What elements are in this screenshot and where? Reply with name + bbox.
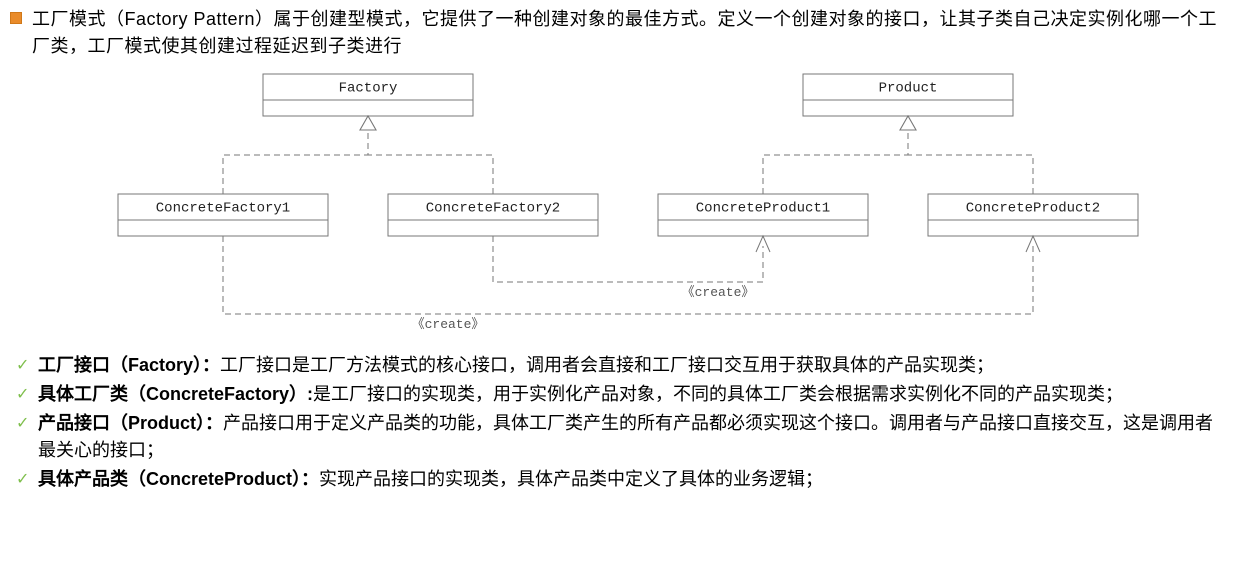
generalization-arrow-icon bbox=[900, 116, 916, 130]
create-label: 《create》 bbox=[411, 317, 484, 332]
intro-row: 工厂模式（Factory Pattern）属于创建型模式，它提供了一种创建对象的… bbox=[10, 6, 1225, 60]
generalization-edge bbox=[763, 130, 908, 194]
uml-class-label: Product bbox=[878, 81, 937, 97]
create-edge bbox=[493, 236, 763, 282]
description-item: ✓ 产品接口（Product）：产品接口用于定义产品类的功能，具体工厂类产生的所有… bbox=[10, 410, 1225, 464]
check-icon: ✓ bbox=[16, 412, 30, 436]
intro-text: 工厂模式（Factory Pattern）属于创建型模式，它提供了一种创建对象的… bbox=[32, 6, 1225, 60]
generalization-edge bbox=[368, 130, 493, 194]
description-term: 工厂接口（Factory）： bbox=[38, 355, 220, 375]
check-icon: ✓ bbox=[16, 354, 30, 378]
create-label: 《create》 bbox=[681, 285, 754, 300]
description-body: 具体工厂类（ConcreteFactory）:是工厂接口的实现类，用于实例化产品… bbox=[38, 381, 1225, 408]
check-icon: ✓ bbox=[16, 468, 30, 492]
description-text: 是工厂接口的实现类，用于实例化产品对象，不同的具体工厂类会根据需求实例化不同的产… bbox=[313, 384, 1123, 404]
create-arrow-icon bbox=[756, 236, 770, 252]
generalization-edge bbox=[223, 130, 368, 194]
create-edge bbox=[223, 236, 1033, 314]
square-bullet-icon bbox=[10, 12, 22, 24]
description-text: 工厂接口是工厂方法模式的核心接口，调用者会直接和工厂接口交互用于获取具体的产品实… bbox=[220, 355, 994, 375]
description-term: 具体产品类（ConcreteProduct）： bbox=[38, 469, 319, 489]
description-term: 具体工厂类（ConcreteFactory）: bbox=[38, 384, 313, 404]
description-term: 产品接口（Product）： bbox=[38, 413, 223, 433]
description-text: 实现产品接口的实现类，具体产品类中定义了具体的业务逻辑； bbox=[319, 469, 823, 489]
description-list: ✓ 工厂接口（Factory）：工厂接口是工厂方法模式的核心接口，调用者会直接和工… bbox=[10, 352, 1225, 493]
check-icon: ✓ bbox=[16, 383, 30, 407]
uml-svg: Factory Product ConcreteFactory1 ConcreteFa… bbox=[58, 64, 1178, 344]
description-item: ✓ 具体产品类（ConcreteProduct）：实现产品接口的实现类，具体产品类… bbox=[10, 466, 1225, 493]
generalization-arrow-icon bbox=[360, 116, 376, 130]
generalization-edge bbox=[908, 130, 1033, 194]
uml-class-label: ConcreteProduct1 bbox=[695, 201, 829, 217]
description-body: 工厂接口（Factory）：工厂接口是工厂方法模式的核心接口，调用者会直接和工厂… bbox=[38, 352, 1225, 379]
description-item: ✓ 具体工厂类（ConcreteFactory）:是工厂接口的实现类，用于实例化产… bbox=[10, 381, 1225, 408]
uml-diagram: Factory Product ConcreteFactory1 ConcreteFa… bbox=[10, 64, 1225, 344]
uml-class-label: ConcreteFactory2 bbox=[425, 201, 559, 217]
description-body: 具体产品类（ConcreteProduct）：实现产品接口的实现类，具体产品类中… bbox=[38, 466, 1225, 493]
description-item: ✓ 工厂接口（Factory）：工厂接口是工厂方法模式的核心接口，调用者会直接和工… bbox=[10, 352, 1225, 379]
uml-class-label: ConcreteFactory1 bbox=[155, 201, 289, 217]
uml-class-label: ConcreteProduct2 bbox=[965, 201, 1099, 217]
description-body: 产品接口（Product）：产品接口用于定义产品类的功能，具体工厂类产生的所有产… bbox=[38, 410, 1225, 464]
uml-class-label: Factory bbox=[338, 81, 397, 97]
